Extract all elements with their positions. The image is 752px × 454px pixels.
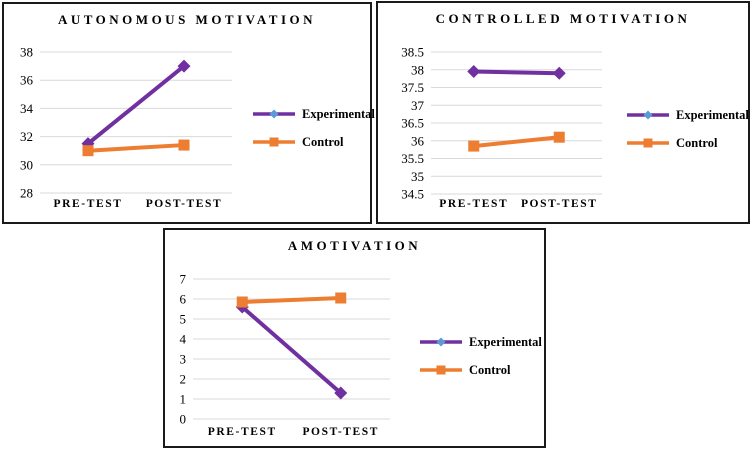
legend-item-control: Control: [252, 130, 375, 154]
plot-area: 7 6 5 4 3 2 1 0 PRE-TEST POST-TEST: [165, 230, 544, 446]
svg-text:38.5: 38.5: [401, 45, 424, 60]
control-line-marker-icon: [253, 137, 295, 147]
legend-label-control: Control: [676, 135, 718, 150]
svg-text:4: 4: [180, 332, 187, 347]
legend-item-experimental: Experimental: [626, 103, 749, 127]
svg-text:34.5: 34.5: [401, 187, 424, 202]
legend-item-experimental: Experimental: [419, 330, 542, 354]
svg-text:2: 2: [180, 372, 187, 387]
legend-item-experimental: Experimental: [252, 102, 375, 126]
svg-text:37: 37: [411, 98, 425, 113]
svg-text:35.5: 35.5: [401, 151, 424, 166]
svg-text:38: 38: [20, 45, 33, 60]
svg-text:1: 1: [180, 392, 187, 407]
autonomous-motivation-chart: 38 36 34 32 30 28 PRE-TEST POST-TEST AUTONOMOUS…: [2, 2, 375, 224]
svg-text:POST-TEST: POST-TEST: [302, 426, 379, 438]
experimental-line-marker-icon: [420, 337, 462, 347]
svg-text:3: 3: [180, 352, 187, 367]
legend: Experimental Control: [419, 330, 542, 382]
control-line-marker-icon: [627, 138, 669, 148]
svg-text:28: 28: [20, 186, 33, 201]
svg-text:PRE-TEST: PRE-TEST: [53, 198, 122, 210]
svg-text:34: 34: [20, 101, 34, 116]
experimental-line-marker-icon: [253, 109, 295, 119]
plot-area: 38.5 38 37.5 37 36.5 36 35.5 35 34.5 PRE-TEST POST…: [378, 3, 748, 222]
legend: Experimental Control: [626, 103, 749, 155]
amotivation-chart: 7 6 5 4 3 2 1 0 PRE-TEST POST-TEST AMOTIVATION Ex…: [163, 228, 546, 448]
svg-text:30: 30: [20, 157, 33, 172]
legend-label-experimental: Experimental: [676, 107, 749, 122]
control-line-marker-icon: [420, 365, 462, 375]
svg-text:36: 36: [411, 133, 425, 148]
svg-text:37.5: 37.5: [401, 80, 424, 95]
legend-label-experimental: Experimental: [302, 106, 375, 121]
legend-label-control: Control: [302, 134, 344, 149]
svg-text:32: 32: [20, 129, 33, 144]
plot-area: 38 36 34 32 30 28 PRE-TEST POST-TEST: [4, 4, 370, 222]
chart-title: AUTONOMOUS MOTIVATION: [57, 12, 317, 27]
svg-text:36.5: 36.5: [401, 116, 424, 131]
controlled-motivation-chart: 38.5 38 37.5 37 36.5 36 35.5 35 34.5 PRE-TEST POST…: [376, 1, 750, 224]
legend: Experimental Control: [252, 102, 375, 154]
svg-text:POST-TEST: POST-TEST: [521, 198, 598, 210]
svg-text:36: 36: [20, 73, 34, 88]
legend-label-experimental: Experimental: [469, 334, 542, 349]
legend-item-control: Control: [419, 358, 542, 382]
legend-item-control: Control: [626, 131, 749, 155]
svg-text:5: 5: [180, 312, 187, 327]
svg-text:7: 7: [180, 272, 187, 287]
svg-text:0: 0: [180, 412, 187, 427]
legend-label-control: Control: [469, 362, 511, 377]
chart-title: CONTROLLED MOTIVATION: [435, 11, 691, 26]
svg-text:PRE-TEST: PRE-TEST: [439, 198, 508, 210]
chart-title: AMOTIVATION: [287, 238, 422, 253]
svg-text:POST-TEST: POST-TEST: [146, 198, 223, 210]
svg-text:38: 38: [411, 62, 424, 77]
experimental-line-marker-icon: [627, 110, 669, 120]
svg-text:6: 6: [180, 292, 187, 307]
svg-text:PRE-TEST: PRE-TEST: [208, 426, 277, 438]
svg-text:35: 35: [411, 169, 424, 184]
